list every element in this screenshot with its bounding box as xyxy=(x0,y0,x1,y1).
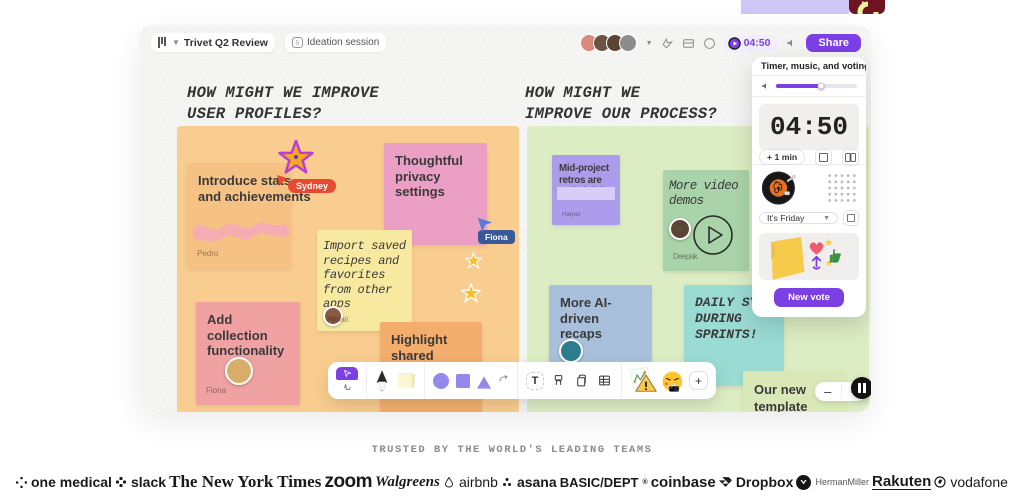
svg-text:5: 5 xyxy=(296,41,300,47)
